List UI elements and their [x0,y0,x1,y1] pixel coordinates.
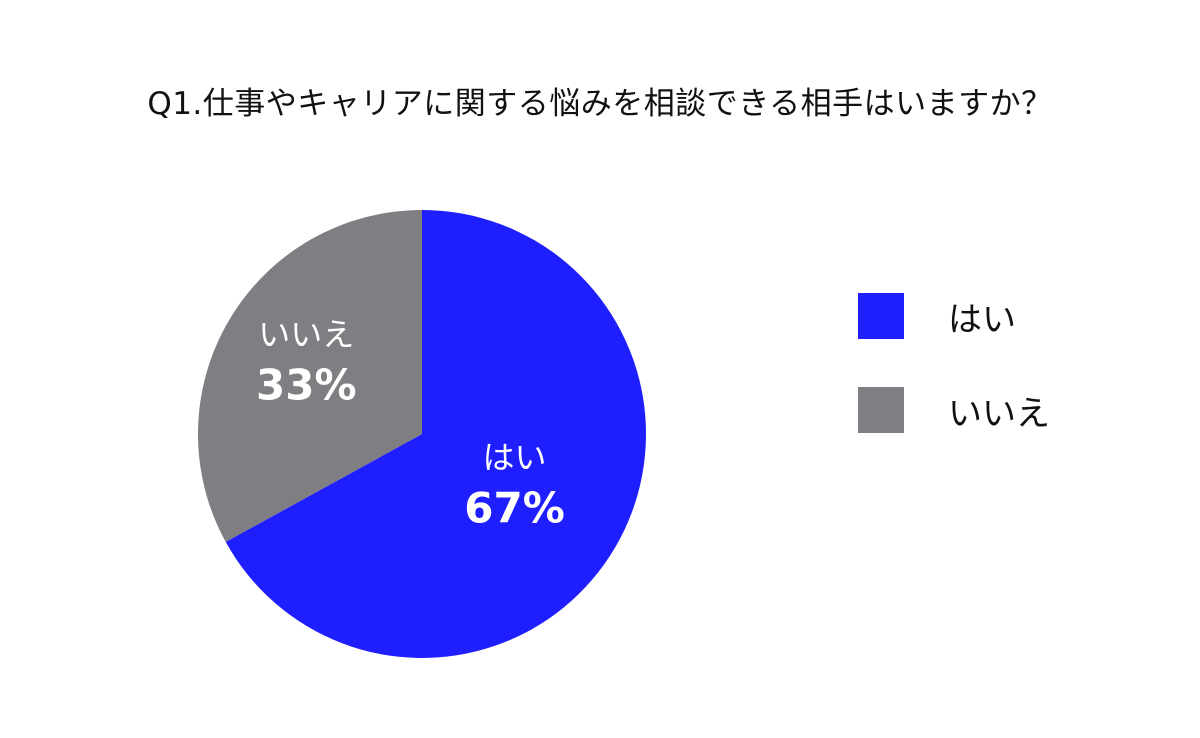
slice-label-no: いいえ [258,316,354,354]
slice-value-no: 33% [256,361,357,410]
legend-item-no: いいえ [858,386,1158,434]
legend-item-yes: はい [858,292,1158,340]
chart-title: Q1.仕事やキャリアに関する悩みを相談できる相手はいますか？ [147,86,1053,122]
legend-label-yes: はい [948,299,1016,340]
legend-swatch-yes [858,293,904,339]
legend-swatch-no [858,387,904,433]
pie-slice-yes [225,210,646,659]
legend: はい いいえ [858,292,1158,480]
slice-value-yes: 67% [464,484,565,533]
legend-label-no: いいえ [948,393,1050,434]
pie-slice-no [198,210,422,542]
slice-label-yes: はい [483,439,547,477]
